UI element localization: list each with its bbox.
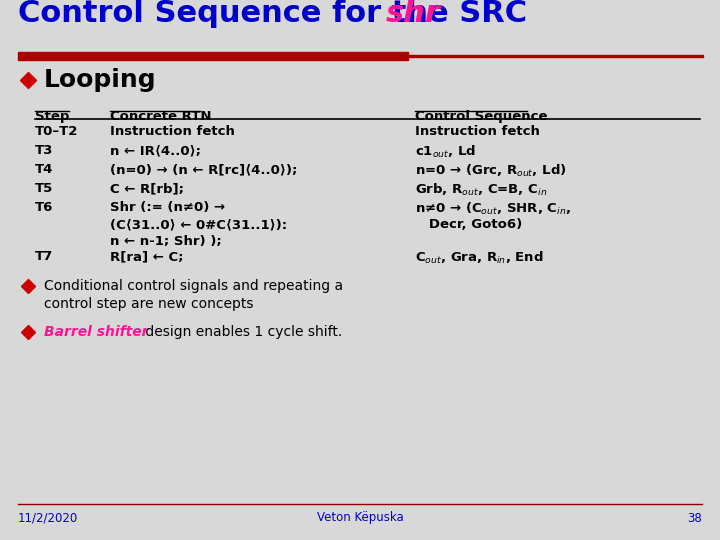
Text: Grb, R$_{out}$, C=B, C$_{in}$: Grb, R$_{out}$, C=B, C$_{in}$ <box>415 182 547 198</box>
Text: n=0 → (Grc, R$_{out}$, Ld): n=0 → (Grc, R$_{out}$, Ld) <box>415 163 567 179</box>
Text: n ← n-1; Shr) );: n ← n-1; Shr) ); <box>110 235 222 248</box>
Text: T5: T5 <box>35 182 53 195</box>
Text: C$_{out}$, Gra, R$_{in}$, End: C$_{out}$, Gra, R$_{in}$, End <box>415 250 544 266</box>
Text: T7: T7 <box>35 250 53 263</box>
Text: T4: T4 <box>35 163 53 176</box>
Text: Veton Këpuska: Veton Këpuska <box>317 511 403 524</box>
Text: C ← R[rb];: C ← R[rb]; <box>110 182 184 195</box>
Text: control step are new concepts: control step are new concepts <box>44 297 253 311</box>
Text: T3: T3 <box>35 144 53 157</box>
Text: 38: 38 <box>688 511 702 524</box>
Text: n ← IR⟨4..0⟩;: n ← IR⟨4..0⟩; <box>110 144 201 157</box>
Text: T0–T2: T0–T2 <box>35 125 78 138</box>
Text: 11/2/2020: 11/2/2020 <box>18 511 78 524</box>
Text: R[ra] ← C;: R[ra] ← C; <box>110 250 184 263</box>
Text: (n=0) → (n ← R[rc]⟨4..0⟩);: (n=0) → (n ← R[rc]⟨4..0⟩); <box>110 163 297 176</box>
Text: Conditional control signals and repeating a: Conditional control signals and repeatin… <box>44 279 343 293</box>
Text: c1$_{out}$, Ld: c1$_{out}$, Ld <box>415 144 476 160</box>
Text: T6: T6 <box>35 201 53 214</box>
Text: Concrete RTN: Concrete RTN <box>110 110 212 123</box>
Text: Barrel shifter: Barrel shifter <box>44 325 148 339</box>
Text: Shr (:= (n≠0) →: Shr (:= (n≠0) → <box>110 201 225 214</box>
Text: shr: shr <box>386 0 441 28</box>
Bar <box>408 55 703 57</box>
Text: n≠0 → (C$_{out}$, SHR, C$_{in}$,: n≠0 → (C$_{out}$, SHR, C$_{in}$, <box>415 201 571 217</box>
Text: Control Sequence: Control Sequence <box>415 110 547 123</box>
Text: Step: Step <box>35 110 69 123</box>
Text: Instruction fetch: Instruction fetch <box>415 125 540 138</box>
Text: Control Sequence for the SRC: Control Sequence for the SRC <box>18 0 538 28</box>
Bar <box>18 52 408 60</box>
Text: Instruction fetch: Instruction fetch <box>110 125 235 138</box>
Text: Looping: Looping <box>44 68 157 92</box>
Text: Decr, Goto6): Decr, Goto6) <box>415 218 522 231</box>
Text: (C⟨31..0⟩ ← 0#C⟨31..1⟩):: (C⟨31..0⟩ ← 0#C⟨31..1⟩): <box>110 218 287 231</box>
Text: design enables 1 cycle shift.: design enables 1 cycle shift. <box>141 325 342 339</box>
